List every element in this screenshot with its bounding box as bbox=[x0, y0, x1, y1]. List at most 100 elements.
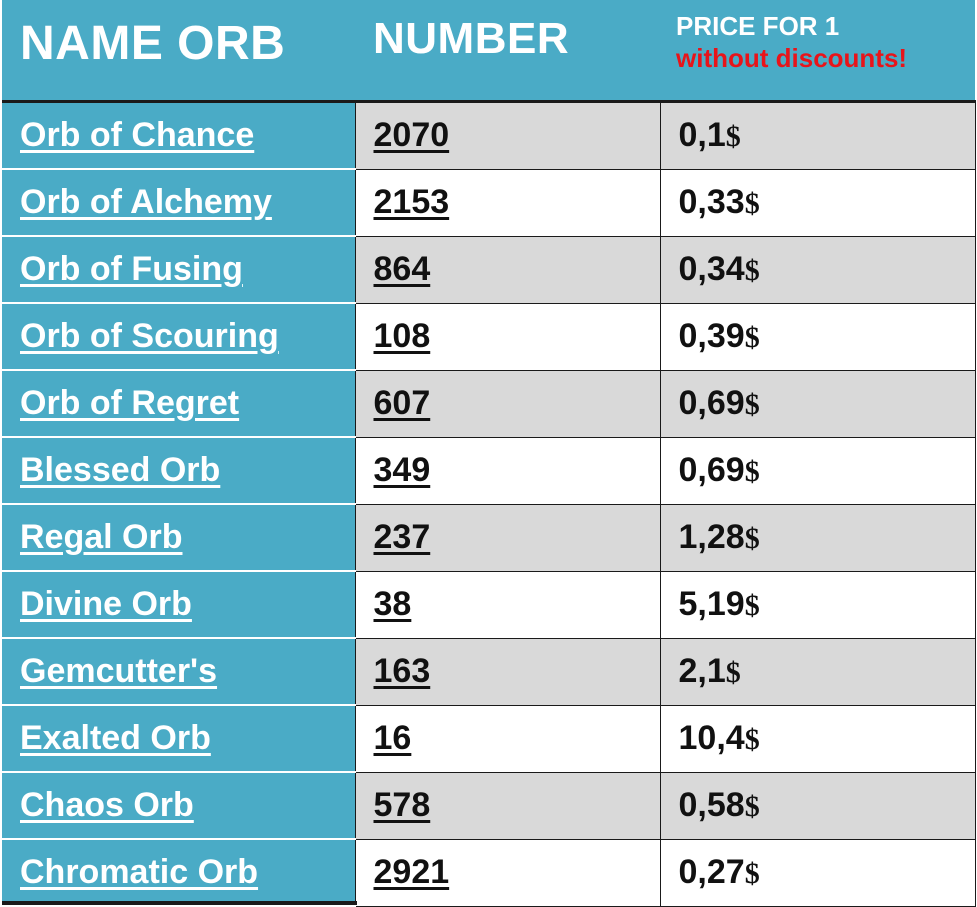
orb-price-value: 0,69 bbox=[678, 384, 745, 422]
orb-number-link[interactable]: 163 bbox=[373, 652, 431, 690]
orb-number-cell: 163 bbox=[355, 638, 661, 706]
orb-number-link[interactable]: 2921 bbox=[373, 853, 450, 891]
currency-symbol: $ bbox=[744, 522, 760, 555]
orb-number-cell: 864 bbox=[355, 236, 661, 304]
table-row: Exalted Orb 16 10,4$ bbox=[2, 705, 976, 773]
orb-price-cell: 2,1$ bbox=[660, 638, 976, 706]
header-name-cell: NAME ORB bbox=[2, 0, 355, 103]
orb-name-cell: Orb of Fusing bbox=[2, 236, 356, 304]
orb-price-cell: 10,4$ bbox=[660, 705, 976, 773]
table-row: Chaos Orb 578 0,58$ bbox=[2, 772, 976, 840]
orb-name-link[interactable]: Blessed Orb bbox=[20, 451, 221, 489]
orb-number-cell: 607 bbox=[355, 370, 661, 438]
orb-name-link[interactable]: Chaos Orb bbox=[20, 786, 194, 824]
currency-symbol: $ bbox=[744, 589, 760, 622]
orb-name-link[interactable]: Orb of Scouring bbox=[20, 317, 279, 355]
orb-number-link[interactable]: 349 bbox=[373, 451, 431, 489]
orb-price-cell: 0,34$ bbox=[660, 236, 976, 304]
currency-symbol: $ bbox=[725, 120, 741, 154]
column-header-name: NAME ORB bbox=[20, 17, 286, 70]
orb-price-cell: 0,1$ bbox=[660, 101, 976, 170]
orb-number-link[interactable]: 108 bbox=[373, 317, 431, 355]
orb-price-value: 10,4 bbox=[678, 719, 745, 757]
table-row: Chromatic Orb 2921 0,27$ bbox=[2, 839, 976, 907]
currency-symbol: $ bbox=[744, 388, 760, 421]
currency-symbol: $ bbox=[744, 321, 760, 354]
orb-number-link[interactable]: 2070 bbox=[373, 116, 450, 155]
orb-name-cell: Exalted Orb bbox=[2, 705, 356, 773]
orb-price-value: 0,69 bbox=[678, 451, 745, 489]
orb-name-link[interactable]: Exalted Orb bbox=[20, 719, 211, 757]
orb-number-link[interactable]: 864 bbox=[373, 250, 431, 288]
table-body: Orb of Chance 2070 0,1$ Orb of Alchemy 2153 0… bbox=[2, 101, 976, 907]
table-row: Orb of Chance 2070 0,1$ bbox=[2, 101, 976, 170]
table-row: Orb of Scouring 108 0,39$ bbox=[2, 303, 976, 371]
orb-price-cell: 0,69$ bbox=[660, 370, 976, 438]
orb-price-value: 0,33 bbox=[678, 183, 745, 221]
orb-price-cell: 0,33$ bbox=[660, 169, 976, 237]
orb-number-cell: 2070 bbox=[355, 101, 661, 170]
bottom-divider bbox=[2, 901, 357, 905]
currency-symbol: $ bbox=[744, 187, 760, 220]
orb-price-cell: 1,28$ bbox=[660, 504, 976, 572]
orb-number-link[interactable]: 38 bbox=[373, 585, 412, 623]
currency-symbol: $ bbox=[725, 656, 741, 689]
orb-price-value: 0,58 bbox=[678, 786, 745, 824]
orb-number-link[interactable]: 2153 bbox=[373, 183, 450, 221]
orb-name-cell: Blessed Orb bbox=[2, 437, 356, 505]
orb-number-link[interactable]: 607 bbox=[373, 384, 431, 422]
orb-name-link[interactable]: Orb of Chance bbox=[20, 116, 255, 154]
orb-name-cell: Divine Orb bbox=[2, 571, 356, 639]
orb-name-cell: Orb of Regret bbox=[2, 370, 356, 438]
table-row: Gemcutter's 163 2,1$ bbox=[2, 638, 976, 706]
price-header-label: PRICE FOR 1 bbox=[676, 11, 840, 41]
orb-number-link[interactable]: 16 bbox=[373, 719, 412, 757]
table-row: Orb of Alchemy 2153 0,33$ bbox=[2, 169, 976, 237]
orb-name-link[interactable]: Regal Orb bbox=[20, 518, 183, 556]
orb-number-link[interactable]: 578 bbox=[373, 786, 431, 824]
orb-price-value: 0,39 bbox=[678, 317, 745, 355]
table-row: Blessed Orb 349 0,69$ bbox=[2, 437, 976, 505]
orb-number-cell: 38 bbox=[355, 571, 661, 639]
orb-name-link[interactable]: Chromatic Orb bbox=[20, 853, 259, 891]
orb-name-cell: Regal Orb bbox=[2, 504, 356, 572]
currency-symbol: $ bbox=[744, 254, 760, 287]
table-header: NAME ORB NUMBER PRICE FOR 1 without disc… bbox=[2, 0, 975, 103]
orb-number-cell: 16 bbox=[355, 705, 661, 773]
orb-name-link[interactable]: Divine Orb bbox=[20, 585, 192, 623]
orb-price-value: 0,34 bbox=[678, 250, 745, 288]
table-row: Divine Orb 38 5,19$ bbox=[2, 571, 976, 639]
orb-price-value: 5,19 bbox=[678, 585, 745, 623]
column-header-price: PRICE FOR 1 without discounts! bbox=[660, 0, 975, 74]
orb-name-link[interactable]: Orb of Alchemy bbox=[20, 183, 272, 221]
column-header-number: NUMBER bbox=[373, 14, 570, 63]
orb-number-cell: 2153 bbox=[355, 169, 661, 237]
orb-number-link[interactable]: 237 bbox=[373, 518, 431, 556]
currency-symbol: $ bbox=[744, 455, 760, 488]
orb-number-cell: 2921 bbox=[355, 839, 661, 907]
orb-name-cell: Orb of Scouring bbox=[2, 303, 356, 371]
table-row: Orb of Regret 607 0,69$ bbox=[2, 370, 976, 438]
orb-name-cell: Chromatic Orb bbox=[2, 839, 356, 907]
table-row: Regal Orb 237 1,28$ bbox=[2, 504, 976, 572]
orb-price-value: 0,27 bbox=[678, 853, 745, 891]
currency-symbol: $ bbox=[744, 857, 760, 890]
orb-price-value: 0,1 bbox=[678, 116, 726, 155]
orb-number-cell: 578 bbox=[355, 772, 661, 840]
orb-price-cell: 5,19$ bbox=[660, 571, 976, 639]
currency-symbol: $ bbox=[744, 790, 760, 823]
discount-warning: without discounts! bbox=[676, 43, 908, 73]
header-number-cell: NUMBER bbox=[355, 0, 660, 103]
orb-price-cell: 0,39$ bbox=[660, 303, 976, 371]
orb-name-cell: Orb of Alchemy bbox=[2, 169, 356, 237]
orb-price-cell: 0,58$ bbox=[660, 772, 976, 840]
orb-name-link[interactable]: Orb of Regret bbox=[20, 384, 240, 422]
orb-name-link[interactable]: Orb of Fusing bbox=[20, 250, 243, 288]
orb-price-cell: 0,69$ bbox=[660, 437, 976, 505]
orb-name-cell: Orb of Chance bbox=[2, 101, 356, 170]
orb-number-cell: 108 bbox=[355, 303, 661, 371]
orb-name-link[interactable]: Gemcutter's bbox=[20, 652, 218, 690]
header-row: NAME ORB NUMBER PRICE FOR 1 without disc… bbox=[2, 0, 975, 103]
orb-number-cell: 237 bbox=[355, 504, 661, 572]
